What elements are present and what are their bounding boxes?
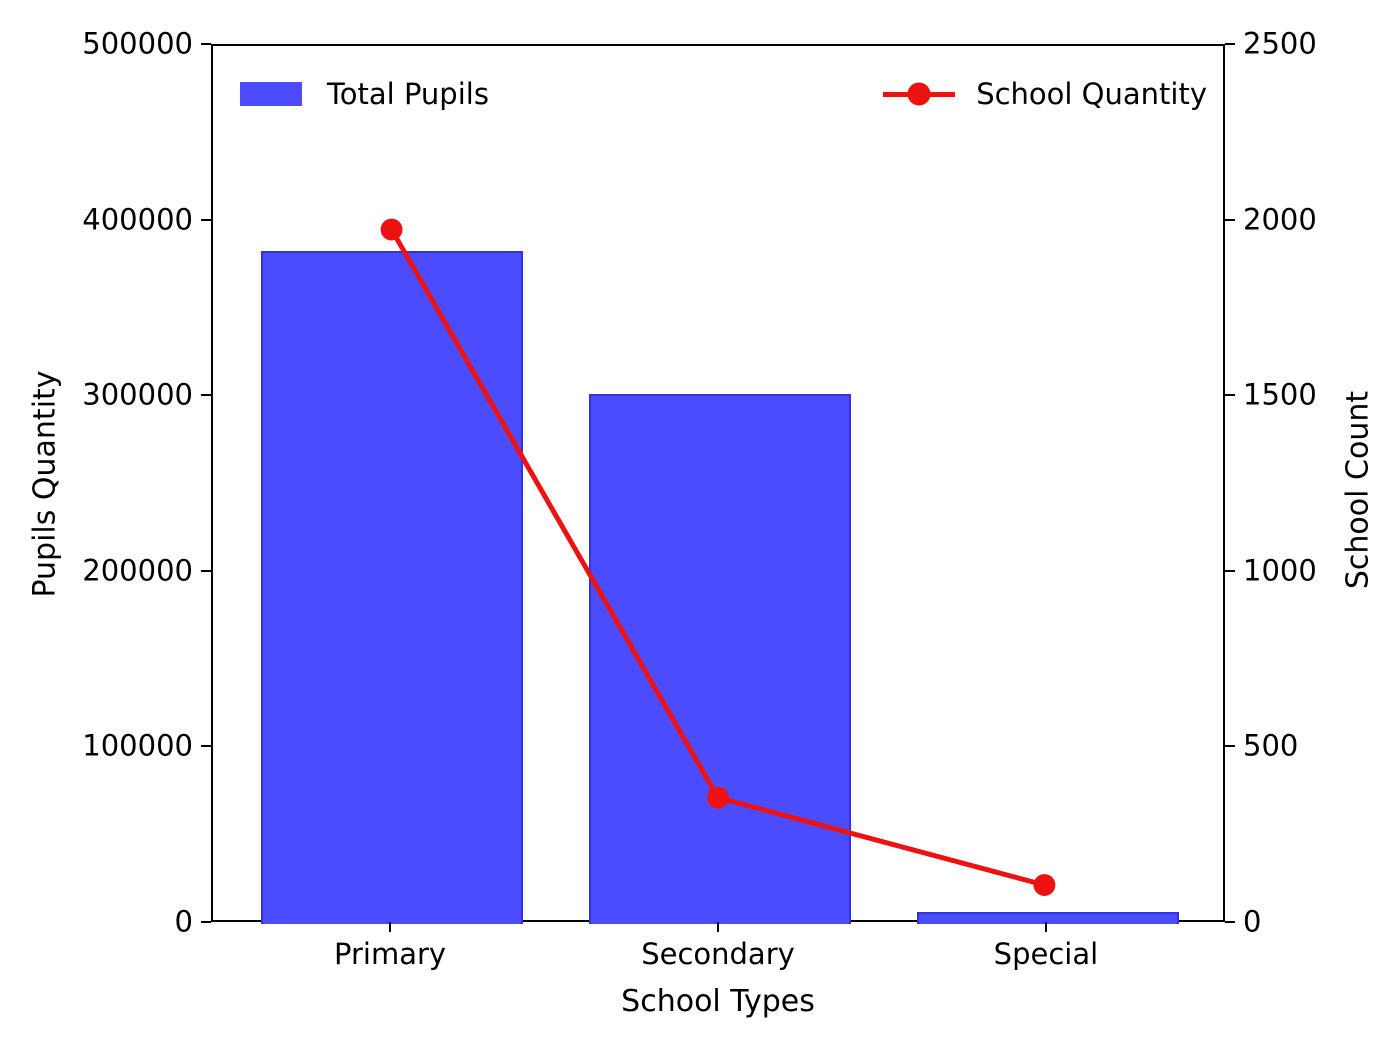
y-tick-left — [201, 569, 211, 572]
bar-primary — [260, 251, 524, 924]
legend-label-total-pupils: Total Pupils — [327, 77, 489, 111]
y-tick-left — [201, 921, 211, 923]
y-tick-right — [1225, 43, 1235, 45]
x-tick-label-secondary: Secondary — [641, 937, 795, 971]
line-point-special — [1033, 874, 1056, 896]
line-series-layer — [380, 218, 1056, 896]
x-tick-label-special: Special — [993, 937, 1099, 971]
bar-secondary — [588, 393, 852, 924]
y-tick-label-left: 400000 — [82, 202, 193, 237]
y-tick-label-right: 1000 — [1243, 553, 1317, 588]
y-tick-right — [1225, 921, 1235, 923]
legend-school-quantity: School Quantity — [883, 77, 1207, 111]
legend-line-marker-icon — [883, 82, 956, 106]
y-tick-right — [1225, 218, 1235, 221]
y-tick-label-right: 2500 — [1243, 26, 1317, 61]
y-tick-left — [201, 394, 211, 397]
y-tick-label-left: 200000 — [82, 553, 193, 588]
x-tick — [1044, 922, 1047, 932]
y-tick-label-left: 0 — [174, 904, 193, 939]
y-axis-label-left: Pupils Quantity — [27, 370, 63, 598]
y-tick-right — [1225, 394, 1235, 397]
legend-swatch-bar — [240, 82, 302, 106]
bar-special — [916, 912, 1180, 924]
line-point-primary — [380, 218, 403, 241]
legend-marker-dot-icon — [907, 82, 931, 106]
x-axis-label: School Types — [621, 984, 815, 1019]
y-tick-label-left: 500000 — [82, 26, 193, 61]
y-tick-left — [201, 745, 211, 748]
y-tick-right — [1225, 569, 1235, 572]
x-tick — [717, 922, 719, 932]
y-tick-left — [201, 43, 211, 45]
x-tick-label-primary: Primary — [334, 937, 447, 971]
y-tick-label-left: 300000 — [82, 377, 193, 412]
y-tick-label-right: 0 — [1243, 904, 1262, 939]
y-tick-left — [201, 218, 211, 221]
plot-area: Total Pupils School Quantity — [211, 44, 1225, 924]
y-tick-right — [1225, 745, 1235, 748]
y-axis-label-right: School Count — [1340, 390, 1376, 590]
legend-label-school-quantity: School Quantity — [976, 77, 1207, 111]
y-tick-label-right: 2000 — [1243, 202, 1317, 237]
legend-total-pupils: Total Pupils — [240, 77, 489, 111]
y-tick-label-right: 1500 — [1243, 377, 1317, 412]
y-tick-label-left: 100000 — [82, 728, 193, 763]
line-point-secondary — [707, 786, 729, 809]
y-tick-label-right: 500 — [1243, 728, 1299, 763]
x-tick — [389, 922, 392, 932]
